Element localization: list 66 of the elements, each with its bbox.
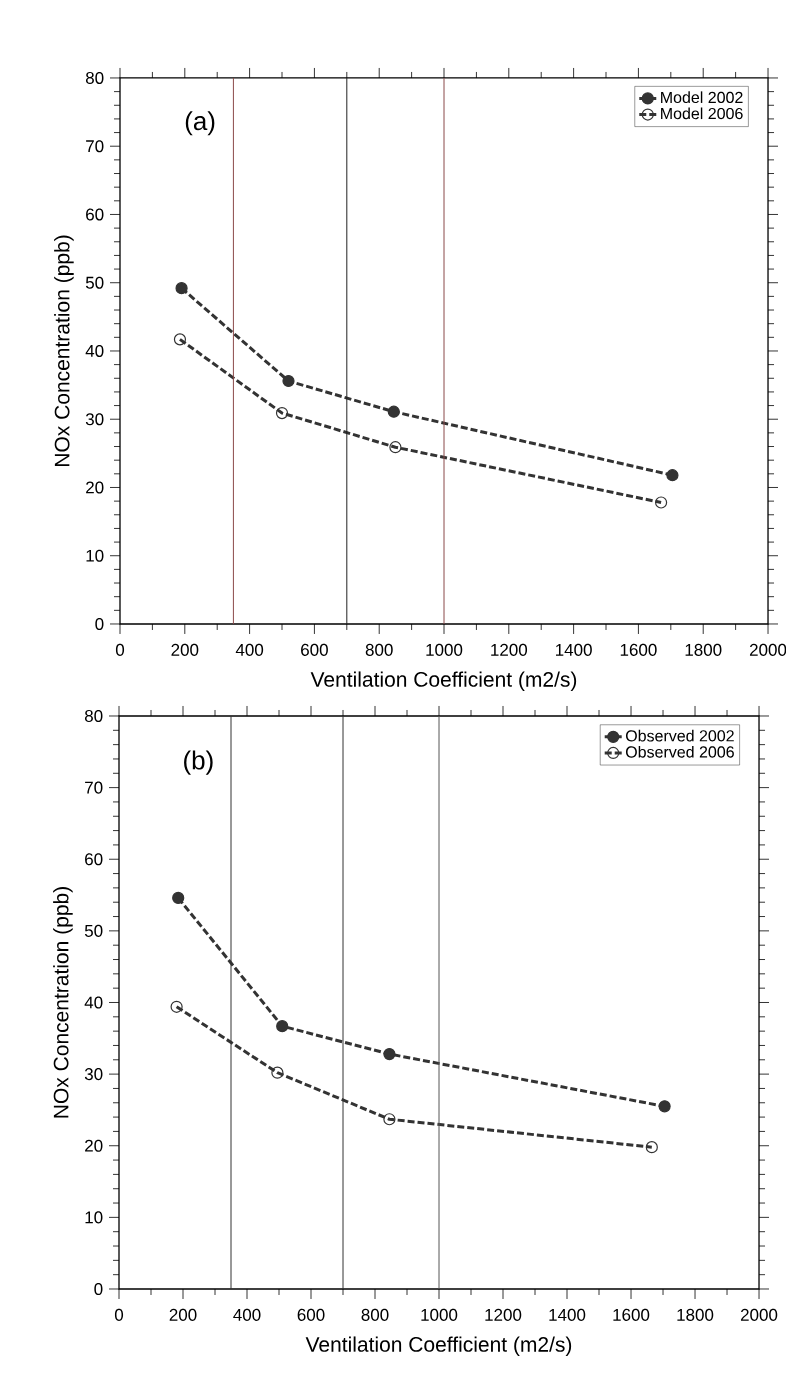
point — [170, 1000, 183, 1013]
point — [172, 891, 185, 905]
x-tick-label: 1200 — [491, 643, 528, 656]
x-tick-label: 1000 — [426, 643, 463, 656]
x-tick-label: 400 — [233, 1308, 261, 1321]
y-tick-label: 50 — [84, 924, 103, 937]
x-tick-label: 2000 — [749, 643, 786, 656]
legend-label: Model 2006 — [661, 107, 743, 120]
legend-label: Model 2002 — [661, 91, 743, 104]
x-tick-label: 800 — [361, 1308, 389, 1321]
x-tick-label: 1200 — [485, 1308, 522, 1321]
annotation: (b) — [184, 750, 213, 775]
x-tick-label: 1400 — [549, 1308, 586, 1321]
y-tick-label: 70 — [85, 781, 103, 794]
point — [383, 1113, 396, 1126]
y-axis-title: NOx Concentration (ppb) — [54, 235, 74, 466]
point — [276, 1020, 289, 1033]
y-tick-label: 40 — [85, 344, 104, 357]
point — [173, 333, 187, 346]
point — [645, 1141, 658, 1154]
y-axis-title: NOx Concentration (ppb) — [53, 887, 73, 1118]
point — [175, 282, 188, 295]
point — [383, 1047, 396, 1061]
y-tick-label: 60 — [86, 208, 104, 221]
y-tick-label: 10 — [85, 1211, 103, 1224]
x-tick-label: 400 — [235, 643, 264, 656]
point — [658, 1100, 671, 1113]
x-tick-label: 200 — [171, 643, 199, 656]
x-tick-label: 200 — [169, 1308, 197, 1321]
x-tick-label: 600 — [301, 643, 328, 656]
x-tick-label: 800 — [365, 643, 393, 656]
x-tick-label: 1400 — [556, 643, 592, 656]
y-tick-label: 40 — [84, 996, 103, 1009]
y-tick-label: 80 — [85, 71, 104, 84]
point — [275, 406, 289, 420]
y-tick-label: 30 — [85, 413, 104, 426]
y-tick-label: 10 — [86, 549, 104, 562]
x-axis-title: Ventilation Coefficient (m2/s) — [305, 1336, 572, 1356]
point — [389, 441, 402, 454]
x-tick-label: 0 — [114, 1308, 124, 1321]
y-tick-label: 0 — [95, 617, 104, 630]
x-tick-label: 0 — [115, 643, 125, 656]
point — [282, 374, 295, 388]
legend-label: Observed 2002 — [625, 729, 734, 742]
x-tick-label: 2000 — [740, 1308, 778, 1321]
x-tick-label: 1000 — [421, 1308, 458, 1321]
annotation: (a) — [185, 111, 215, 136]
legend-label: Observed 2006 — [625, 745, 734, 758]
point — [387, 405, 400, 418]
x-tick-label: 600 — [297, 1308, 325, 1321]
point — [654, 496, 668, 509]
point — [666, 469, 679, 482]
point — [271, 1066, 284, 1079]
x-tick-label: 1800 — [677, 1308, 714, 1321]
y-tick-label: 0 — [94, 1282, 103, 1296]
x-tick-label: 1600 — [620, 643, 657, 656]
y-tick-label: 80 — [84, 709, 103, 723]
y-tick-label: 50 — [85, 276, 104, 289]
y-tick-label: 60 — [85, 853, 103, 866]
x-tick-label: 1800 — [685, 643, 722, 656]
y-tick-label: 20 — [86, 481, 104, 494]
y-tick-label: 20 — [85, 1139, 103, 1152]
x-tick-label: 1600 — [613, 1308, 650, 1321]
y-tick-label: 70 — [86, 140, 104, 153]
x-axis-title: Ventilation Coefficient (m2/s) — [310, 671, 577, 691]
y-tick-label: 30 — [84, 1068, 103, 1081]
